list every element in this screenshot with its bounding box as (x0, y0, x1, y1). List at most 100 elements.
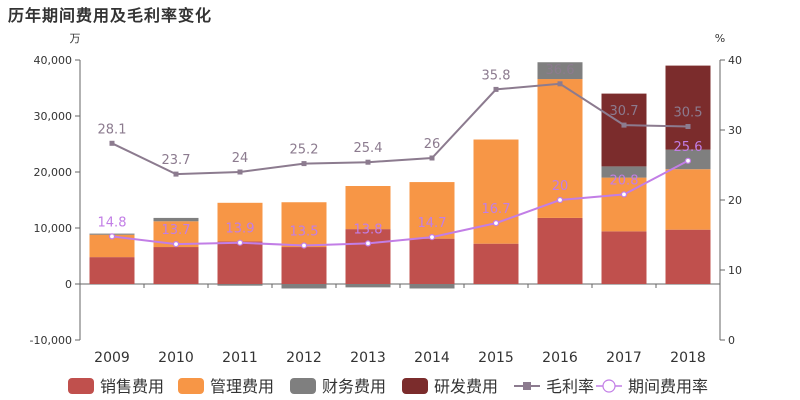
x-tick-label: 2009 (94, 350, 130, 366)
point-毛利率 (621, 122, 627, 128)
y-left-unit: 万 (70, 32, 81, 45)
legend-label: 毛利率 (546, 377, 594, 396)
legend-swatch-管理费用 (178, 378, 204, 394)
bar-销售费用 (601, 231, 647, 284)
point-期间费用率 (556, 196, 564, 204)
point-期间费用率 (684, 157, 692, 164)
bar-销售费用 (281, 247, 327, 284)
legend-marker-期间费用率 (602, 379, 616, 393)
legend-label: 销售费用 (100, 377, 164, 396)
bar-财务费用 (409, 284, 455, 289)
x-tick-label: 2017 (606, 350, 642, 366)
point-期间费用率 (300, 242, 308, 249)
x-tick-label: 2012 (286, 350, 322, 366)
data-label-期间费用率: 13.8 (354, 222, 383, 237)
point-毛利率 (237, 169, 243, 175)
bar-财务费用 (345, 284, 391, 288)
y-left-tick-label: 10,000 (34, 222, 73, 235)
x-tick-label: 2018 (670, 350, 706, 366)
bar-管理费用 (537, 79, 583, 218)
y-left-tick-label: -10,000 (30, 334, 72, 347)
data-label-期间费用率: 14.8 (98, 215, 127, 230)
x-tick-label: 2011 (222, 350, 258, 366)
y-right-tick-label: 40 (728, 54, 742, 67)
legend-marker-毛利率 (523, 382, 531, 390)
point-期间费用率 (620, 191, 628, 198)
data-label-期间费用率: 20 (552, 179, 569, 194)
x-tick-label: 2016 (542, 350, 578, 366)
point-期间费用率 (236, 239, 244, 246)
data-label-毛利率: 25.4 (354, 141, 383, 156)
chart-title: 历年期间费用及毛利率变化 (8, 6, 213, 25)
bar-销售费用 (345, 229, 391, 284)
point-期间费用率 (428, 234, 436, 241)
bar-管理费用 (345, 186, 391, 230)
bar-销售费用 (89, 257, 135, 284)
point-期间费用率 (492, 220, 500, 227)
point-期间费用率 (108, 233, 116, 240)
point-毛利率 (685, 124, 691, 129)
data-label-期间费用率: 25.6 (674, 140, 703, 155)
bar-管理费用 (89, 234, 135, 258)
y-left-tick-label: 20,000 (34, 166, 73, 179)
bar-销售费用 (665, 229, 711, 284)
bar-财务费用 (217, 284, 263, 286)
bar-销售费用 (217, 241, 263, 284)
data-label-期间费用率: 14.7 (418, 216, 447, 231)
bar-销售费用 (473, 243, 519, 284)
data-label-毛利率: 26 (424, 137, 441, 152)
legend-label: 期间费用率 (628, 377, 708, 396)
bar-管理费用 (665, 169, 711, 230)
x-tick-label: 2014 (414, 350, 450, 366)
bar-销售费用 (537, 217, 583, 284)
point-期间费用率 (364, 240, 372, 247)
y-right-unit: % (715, 32, 725, 45)
point-期间费用率 (172, 241, 180, 248)
y-left-tick-label: 30,000 (34, 110, 73, 123)
data-label-毛利率: 23.7 (162, 153, 191, 168)
legend-swatch-研发费用 (402, 378, 428, 394)
bar-财务费用 (153, 217, 199, 222)
data-label-毛利率: 28.1 (98, 122, 127, 137)
data-label-毛利率: 35.8 (482, 68, 511, 83)
y-right-tick-label: 20 (728, 194, 742, 207)
data-label-毛利率: 25.2 (290, 143, 319, 158)
legend-label: 财务费用 (322, 377, 386, 396)
bar-销售费用 (153, 247, 199, 284)
x-tick-label: 2013 (350, 350, 386, 366)
line-期间费用率 (111, 159, 689, 247)
bar-财务费用 (601, 166, 647, 178)
legend-label: 研发费用 (434, 377, 498, 396)
data-label-期间费用率: 20.8 (610, 173, 639, 188)
data-label-期间费用率: 13.5 (290, 225, 319, 240)
legend-swatch-销售费用 (68, 378, 94, 394)
point-毛利率 (365, 159, 371, 165)
bar-管理费用 (281, 202, 327, 248)
y-right-tick-label: 30 (728, 124, 742, 137)
bar-销售费用 (409, 238, 455, 284)
point-毛利率 (301, 161, 307, 167)
bar-管理费用 (473, 139, 519, 244)
line-毛利率 (111, 82, 689, 176)
point-毛利率 (557, 81, 563, 87)
data-label-期间费用率: 16.7 (482, 202, 511, 217)
x-tick-label: 2010 (158, 350, 194, 366)
data-label-期间费用率: 13.7 (162, 223, 191, 238)
data-label-毛利率: 36.6 (546, 63, 575, 78)
data-label-期间费用率: 13.9 (226, 222, 255, 237)
bar-财务费用 (281, 284, 327, 289)
bar-管理费用 (217, 202, 263, 242)
bar-研发费用 (601, 93, 647, 167)
legend-label: 管理费用 (210, 377, 274, 396)
y-left-tick-label: 40,000 (34, 54, 73, 67)
bar-管理费用 (409, 182, 455, 239)
point-毛利率 (173, 171, 179, 177)
y-left-tick-label: 0 (65, 278, 72, 291)
data-label-毛利率: 24 (232, 151, 249, 166)
y-right-tick-label: 0 (728, 334, 735, 347)
y-right-tick-label: 10 (728, 264, 742, 277)
data-label-毛利率: 30.5 (674, 106, 703, 121)
point-毛利率 (493, 86, 499, 92)
legend-swatch-财务费用 (290, 378, 316, 394)
